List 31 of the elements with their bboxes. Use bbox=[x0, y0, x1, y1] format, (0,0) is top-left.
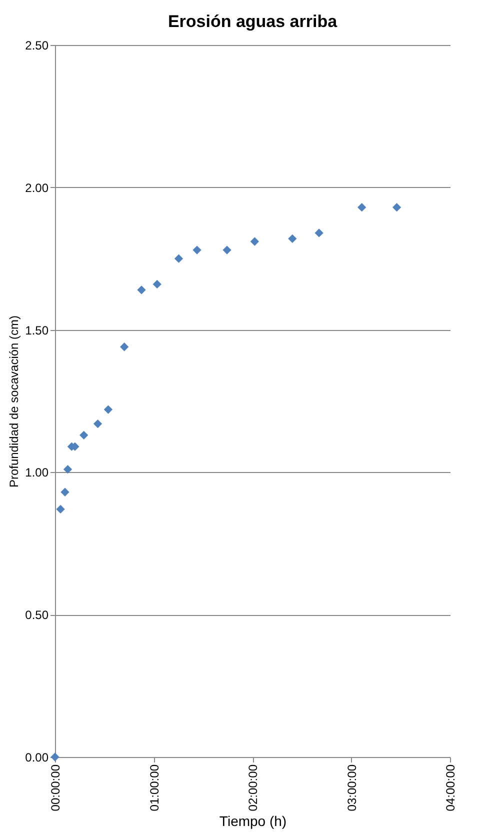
x-tick-label: 01:00:00 bbox=[147, 764, 162, 812]
y-tick-label: 0.00 bbox=[25, 750, 49, 764]
point bbox=[192, 246, 202, 254]
point bbox=[120, 342, 129, 352]
point bbox=[174, 254, 184, 263]
chart-title: Erosión aguas arriba bbox=[168, 12, 338, 31]
point bbox=[104, 405, 113, 414]
y-tick-label: 2.50 bbox=[25, 38, 49, 52]
point bbox=[93, 419, 102, 428]
point bbox=[288, 234, 297, 243]
y-tick-label: 0.50 bbox=[25, 608, 49, 622]
y-tick-label: 2.00 bbox=[25, 180, 49, 195]
point bbox=[60, 488, 70, 496]
point bbox=[137, 286, 146, 294]
y-tick-label: 1.50 bbox=[25, 323, 49, 338]
point bbox=[250, 237, 260, 246]
point bbox=[56, 504, 65, 514]
y-axis-title: Profundidad de socavación (cm) bbox=[7, 315, 22, 488]
x-tick-label: 04:00:00 bbox=[444, 764, 458, 812]
x-tick-label: 00:00:00 bbox=[48, 764, 62, 812]
point bbox=[222, 246, 232, 254]
point bbox=[357, 203, 366, 212]
point bbox=[80, 430, 88, 440]
x-tick-label: 03:00:00 bbox=[344, 764, 359, 812]
point bbox=[152, 280, 162, 289]
point bbox=[314, 228, 324, 238]
y-tick-label: 1.00 bbox=[25, 466, 49, 480]
x-tick-label: 02:00:00 bbox=[246, 764, 260, 812]
point bbox=[392, 203, 402, 212]
x-axis-title: Tiempo (h) bbox=[219, 813, 287, 830]
point bbox=[63, 465, 72, 474]
